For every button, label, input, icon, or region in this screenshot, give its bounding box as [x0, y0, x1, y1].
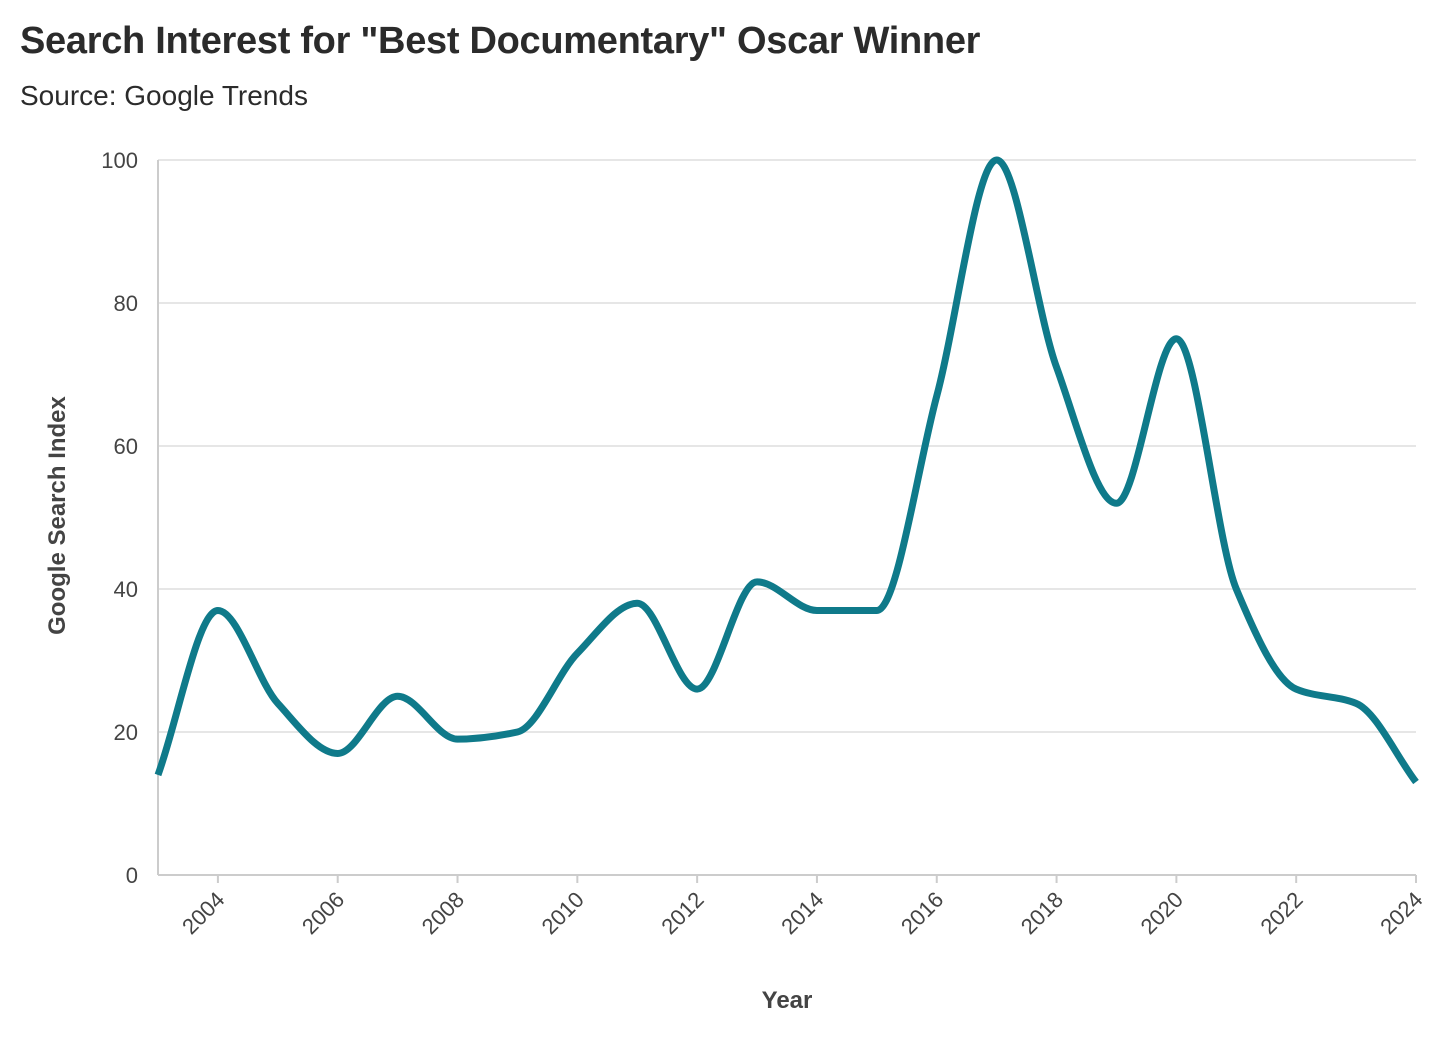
- data-point: [1053, 364, 1060, 371]
- x-tick-label: 2014: [776, 887, 828, 939]
- y-tick-label: 40: [114, 577, 138, 602]
- data-point: [214, 607, 221, 614]
- x-tick-label: 2004: [177, 887, 229, 939]
- chart-subtitle: Source: Google Trends: [20, 80, 308, 111]
- data-point: [454, 736, 461, 743]
- data-point: [394, 693, 401, 700]
- gridlines: [158, 159, 1416, 733]
- data-point: [1293, 686, 1300, 693]
- data-point: [694, 686, 701, 693]
- series: [154, 156, 1420, 786]
- x-tick-label: 2018: [1016, 887, 1068, 939]
- x-tick-label: 2020: [1136, 887, 1188, 939]
- data-point: [873, 607, 880, 614]
- x-tick-label: 2008: [417, 887, 469, 939]
- x-tick-label: 2022: [1255, 887, 1307, 939]
- data-point: [1113, 500, 1120, 507]
- series-line: [154, 156, 1419, 785]
- data-point: [933, 392, 940, 399]
- data-point: [1233, 586, 1240, 593]
- data-point: [514, 729, 521, 736]
- data-point: [1413, 779, 1420, 786]
- x-axis-title: Year: [762, 987, 813, 1014]
- y-tick-labels: 0 20 40 60 80 100: [101, 148, 138, 888]
- data-point: [334, 750, 341, 757]
- y-tick-label: 80: [114, 291, 138, 316]
- axes: [157, 160, 1417, 883]
- data-point: [574, 650, 581, 657]
- data-point: [813, 607, 820, 614]
- data-point: [274, 700, 281, 707]
- data-point: [634, 600, 641, 607]
- y-axis-title: Google Search Index: [44, 395, 71, 634]
- x-tick-label: 2016: [896, 887, 948, 939]
- data-point: [993, 157, 1000, 164]
- x-tick-label: 2024: [1375, 887, 1427, 939]
- chart-title: Search Interest for "Best Documentary" O…: [20, 20, 981, 62]
- y-tick-label: 60: [114, 434, 138, 459]
- x-tick-label: 2006: [297, 887, 349, 939]
- y-tick-label: 100: [101, 148, 138, 173]
- y-tick-label: 20: [114, 720, 138, 745]
- data-point: [754, 578, 761, 585]
- x-tick-labels: 2004 2006 2008 2010 2012 2014 2016 2018 2020 2022…: [177, 887, 1427, 939]
- x-tick-label: 2010: [537, 887, 589, 939]
- data-point: [1173, 335, 1180, 342]
- x-tick-label: 2012: [656, 887, 708, 939]
- data-point: [1353, 700, 1360, 707]
- data-point: [155, 771, 162, 778]
- y-tick-label: 0: [126, 863, 138, 888]
